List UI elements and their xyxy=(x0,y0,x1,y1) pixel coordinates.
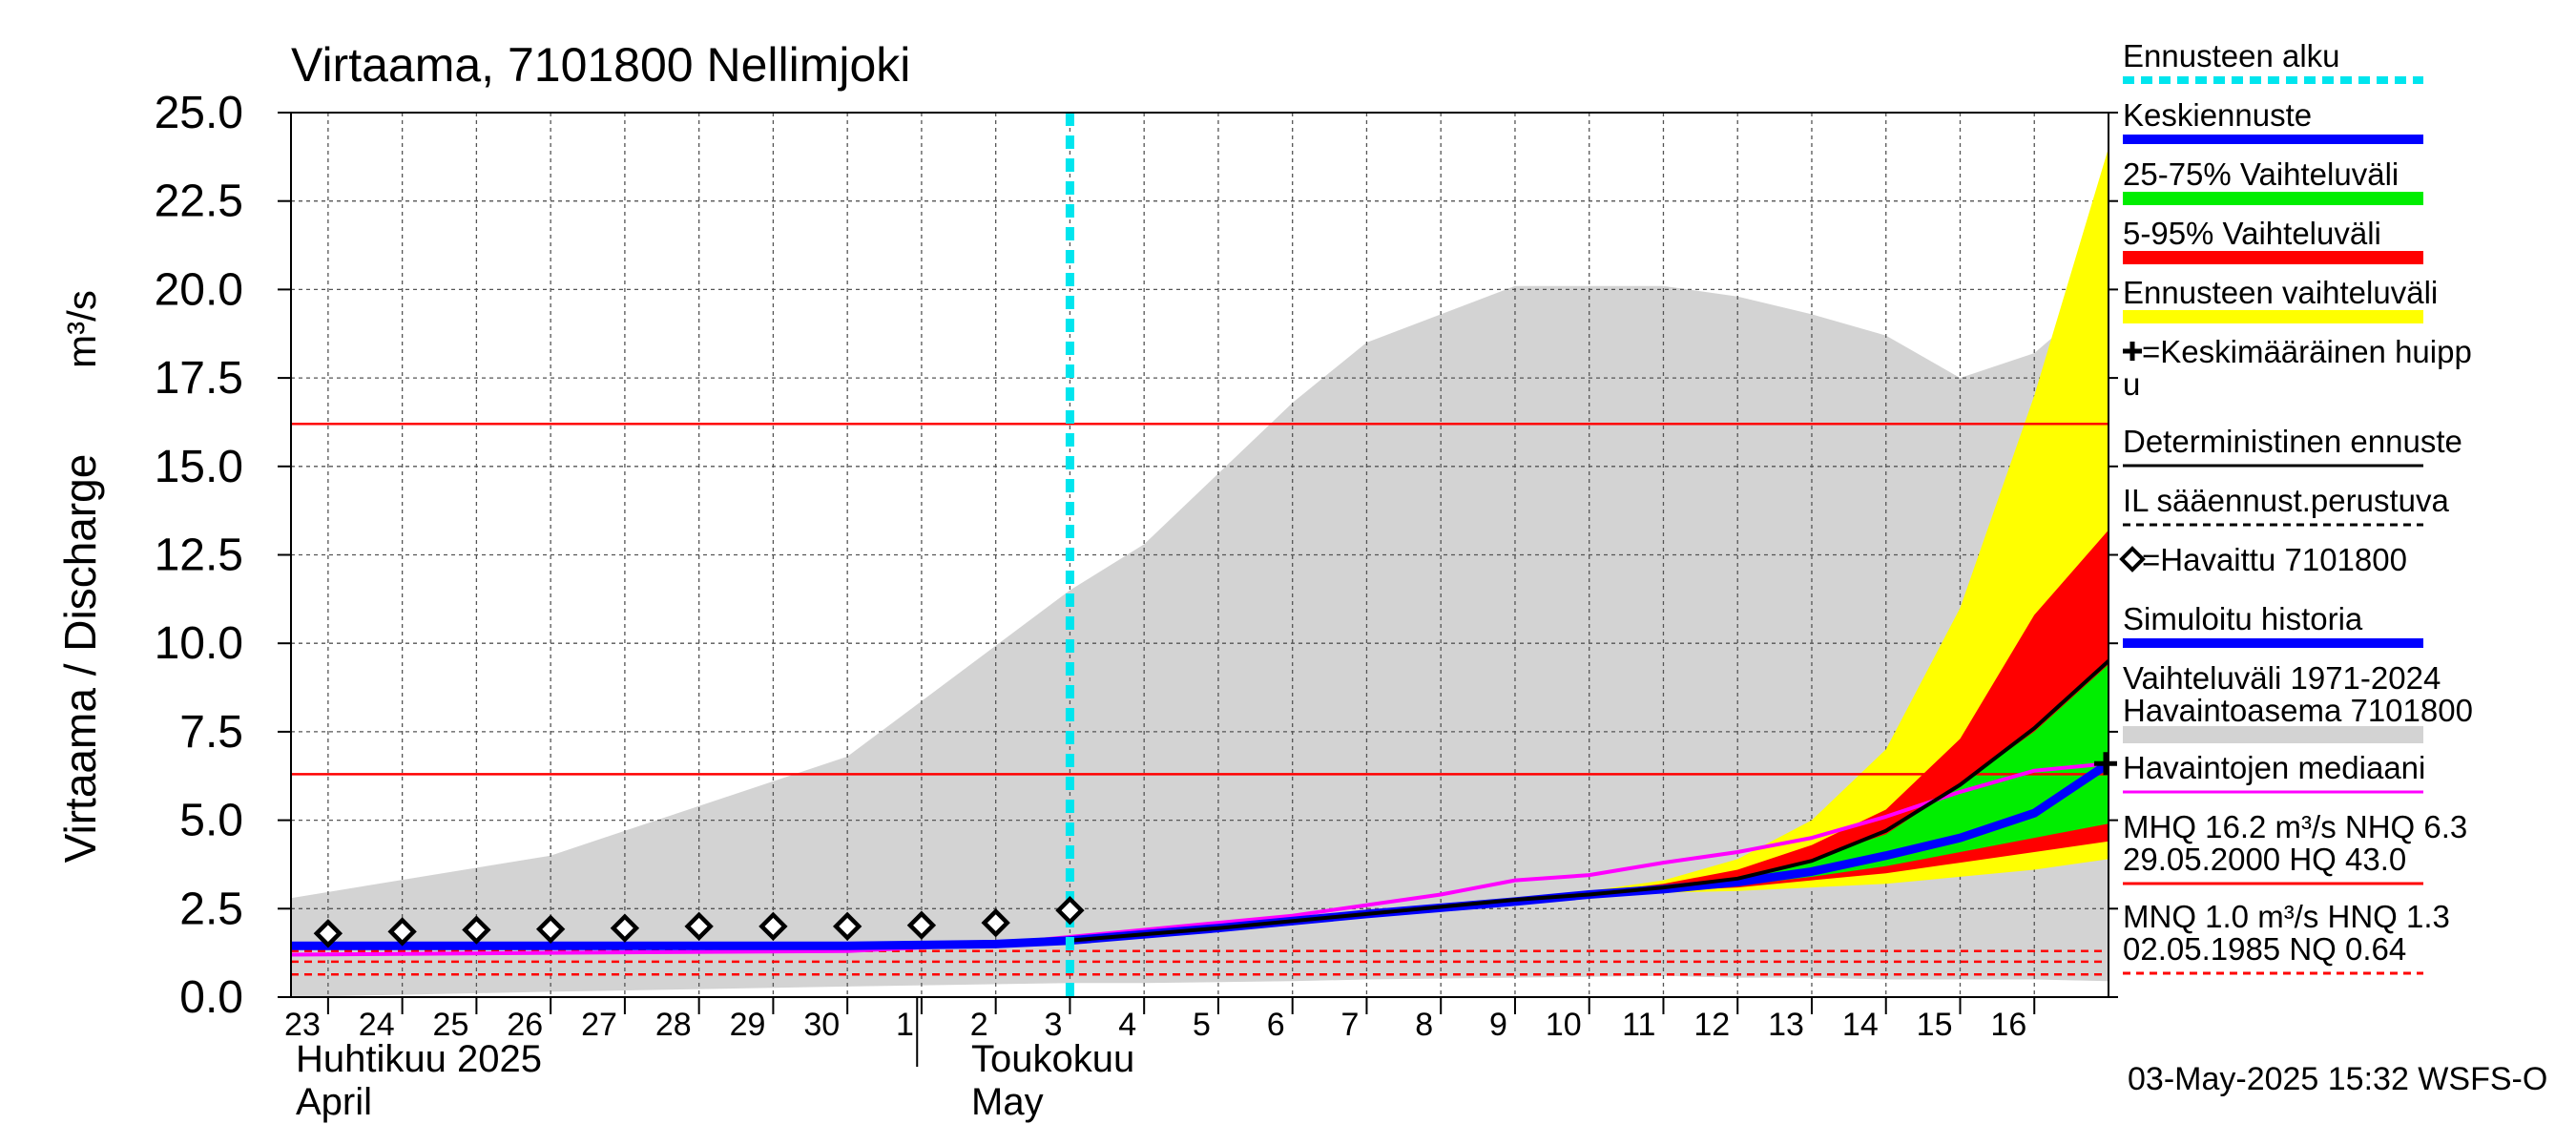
legend-plus-icon xyxy=(2123,342,2142,361)
legend-label: Simuloitu historia xyxy=(2123,601,2363,636)
x-day-label: 14 xyxy=(1842,1007,1879,1043)
month-label-fi: Toukokuu xyxy=(971,1038,1134,1080)
observed-point xyxy=(610,913,640,943)
x-day-label: 10 xyxy=(1546,1007,1582,1043)
series-line-simuloitu-historia xyxy=(291,936,1074,950)
x-day-label: 26 xyxy=(507,1007,543,1043)
y-tick-label: 25.0 xyxy=(155,88,243,138)
legend-swatch xyxy=(2123,310,2423,323)
legend-label-2: 29.05.2000 HQ 43.0 xyxy=(2123,842,2406,877)
x-day-label: 5 xyxy=(1193,1007,1211,1043)
x-day-label: 12 xyxy=(1693,1007,1730,1043)
series-line-deterministinen-ennuste xyxy=(1068,658,2109,943)
x-day-label: 25 xyxy=(433,1007,469,1043)
x-day-label: 23 xyxy=(284,1007,321,1043)
legend-swatch xyxy=(2123,192,2423,205)
x-day-label: 30 xyxy=(803,1007,840,1043)
mean-peak-marker xyxy=(2094,752,2117,776)
observed-point xyxy=(832,911,862,942)
legend-label: MHQ 16.2 m³/s NHQ 6.3 xyxy=(2123,809,2467,844)
legend-label: Ennusteen alku xyxy=(2123,38,2340,73)
legend-label-2: u xyxy=(2123,366,2140,402)
x-day-label: 11 xyxy=(1622,1007,1655,1043)
observed-point xyxy=(981,907,1010,938)
x-day-label: 13 xyxy=(1768,1007,1804,1043)
legend-label: 25-75% Vaihteluväli xyxy=(2123,156,2399,192)
x-day-label: 16 xyxy=(1990,1007,2026,1043)
x-day-label: 1 xyxy=(896,1007,914,1043)
y-tick-label: 22.5 xyxy=(155,177,243,227)
legend-label-2: Havaintoasema 7101800 xyxy=(2123,693,2473,728)
legend-label: Vaihteluväli 1971-2024 xyxy=(2123,660,2441,696)
x-day-label: 27 xyxy=(581,1007,617,1043)
observed-point xyxy=(684,911,714,942)
observed-point xyxy=(313,919,343,948)
month-label-fi: Huhtikuu 2025 xyxy=(296,1038,542,1080)
y-tick-label: 5.0 xyxy=(179,796,243,846)
x-day-label: 29 xyxy=(730,1007,766,1043)
historical-range-area xyxy=(291,285,2109,997)
x-day-label: 8 xyxy=(1415,1007,1433,1043)
plot-content xyxy=(291,113,2109,997)
x-day-label: 4 xyxy=(1118,1007,1136,1043)
legend-label: Deterministinen ennuste xyxy=(2123,424,2462,459)
legend: Ennusteen alku Keskiennuste 25-75% Vaihtel… xyxy=(2119,38,2473,975)
y-tick-label: 0.0 xyxy=(179,972,243,1023)
observed-point xyxy=(387,917,417,947)
legend-label: Havaintojen mediaani xyxy=(2123,750,2425,785)
x-day-label: 2 xyxy=(970,1007,988,1043)
y-tick-label: 17.5 xyxy=(155,353,243,404)
legend-label-2: 02.05.1985 NQ 0.64 xyxy=(2123,931,2406,967)
legend-label: =Keskimääräinen huipp xyxy=(2142,334,2472,369)
y-axis-label: Virtaama / Discharge xyxy=(55,454,105,864)
forecast-band-ff0000 xyxy=(1070,530,2109,941)
observed-point xyxy=(462,915,491,945)
timestamp: 03-May-2025 15:32 WSFS-O xyxy=(2128,1061,2547,1097)
y-tick-label: 12.5 xyxy=(155,531,243,581)
legend-swatch xyxy=(2123,251,2423,264)
x-day-label: 24 xyxy=(359,1007,395,1043)
legend-label: Keskiennuste xyxy=(2123,97,2312,133)
legend-swatch xyxy=(2123,726,2423,743)
y-tick-label: 10.0 xyxy=(155,618,243,669)
observed-point xyxy=(1055,895,1085,926)
x-day-label: 9 xyxy=(1489,1007,1507,1043)
legend-label: IL sääennust.perustuva xyxy=(2123,483,2449,518)
x-day-label: 6 xyxy=(1267,1007,1285,1043)
month-label-en: May xyxy=(971,1081,1044,1123)
x-day-label: 28 xyxy=(655,1007,692,1043)
plot-area xyxy=(290,112,2117,998)
y-tick-label: 2.5 xyxy=(179,884,243,934)
y-tick-label: 20.0 xyxy=(155,264,243,315)
legend-label: MNQ 1.0 m³/s HNQ 1.3 xyxy=(2123,899,2450,934)
legend-label: =Havaittu 7101800 xyxy=(2142,542,2407,577)
observed-point xyxy=(906,910,937,940)
forecast-band-ffff00 xyxy=(1070,148,2109,941)
y-tick-label: 15.0 xyxy=(155,442,243,492)
y-axis-unit: m³/s xyxy=(59,290,104,368)
legend-label: 5-95% Vaihteluväli xyxy=(2123,216,2381,251)
observed-point xyxy=(758,911,788,942)
x-day-label: 7 xyxy=(1341,1007,1360,1043)
y-tick-label: 7.5 xyxy=(179,707,243,758)
legend-label: Ennusteen vaihteluväli xyxy=(2123,275,2438,310)
x-day-label: 15 xyxy=(1917,1007,1953,1043)
observed-point xyxy=(535,914,566,944)
x-axis: 0.0 2.5 5.0 7.5 10.0 12.5 15.0 17.5 20.0 22.5 25.0… xyxy=(155,88,2118,1123)
chart-title: Virtaama, 7101800 Nellimjoki xyxy=(291,38,910,92)
x-day-label: 3 xyxy=(1045,1007,1063,1043)
month-label-en: April xyxy=(296,1081,372,1123)
legend-diamond-icon xyxy=(2119,546,2146,572)
